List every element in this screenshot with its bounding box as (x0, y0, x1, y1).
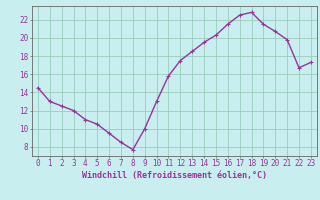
X-axis label: Windchill (Refroidissement éolien,°C): Windchill (Refroidissement éolien,°C) (82, 171, 267, 180)
